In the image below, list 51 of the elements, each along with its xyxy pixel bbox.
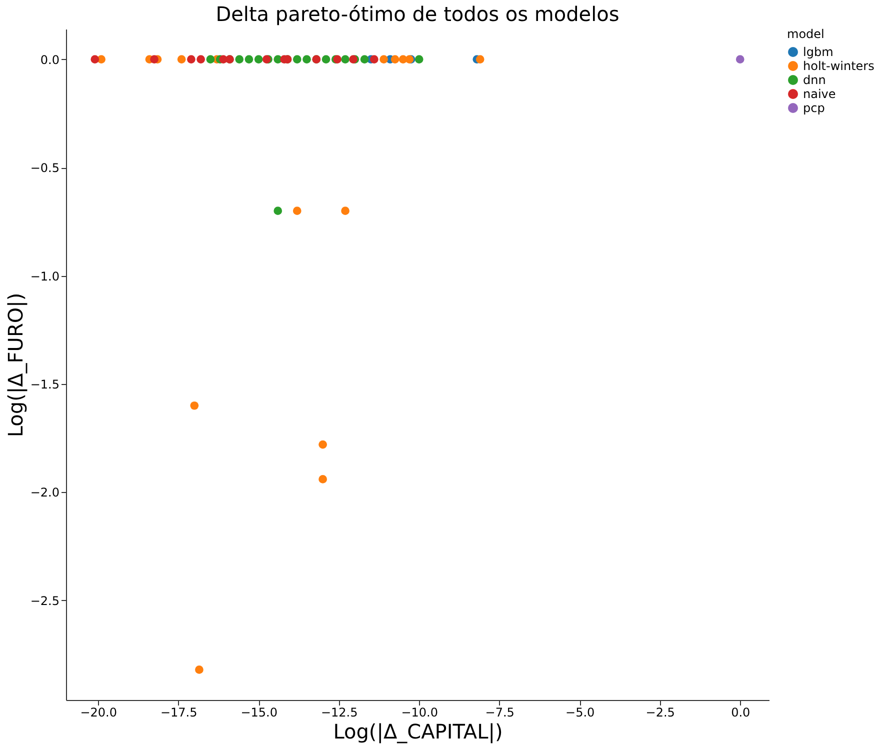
y-tick-label: −2.5 bbox=[30, 594, 60, 608]
point bbox=[274, 206, 282, 215]
legend-label: naive bbox=[803, 87, 836, 101]
legend-title: model bbox=[787, 27, 824, 41]
point bbox=[476, 55, 484, 64]
x-tick-label: −10.0 bbox=[401, 706, 438, 720]
chart-title: Delta pareto-ótimo de todos os modelos bbox=[216, 2, 620, 26]
point bbox=[341, 55, 350, 64]
point bbox=[360, 55, 369, 64]
x-axis-title: Log(|Δ_CAPITAL|) bbox=[333, 720, 503, 744]
point bbox=[244, 55, 254, 64]
x-tick-label: −7.5 bbox=[485, 706, 514, 720]
point bbox=[150, 55, 158, 64]
x-tick-label: −15.0 bbox=[240, 706, 278, 720]
point bbox=[390, 55, 400, 64]
point bbox=[206, 55, 215, 64]
point bbox=[318, 475, 327, 484]
point bbox=[235, 55, 244, 64]
legend-label: dnn bbox=[803, 73, 826, 87]
legend-label: holt-winters bbox=[803, 59, 874, 73]
point bbox=[292, 55, 302, 64]
point bbox=[196, 55, 206, 64]
x-tick-label: −17.5 bbox=[160, 706, 198, 720]
point bbox=[187, 55, 196, 64]
x-tick-label: −12.5 bbox=[320, 706, 358, 720]
x-tick-label: −2.5 bbox=[646, 706, 675, 720]
y-tick-label: −1.0 bbox=[30, 269, 60, 284]
point bbox=[322, 55, 330, 64]
x-tick-label: −20.0 bbox=[80, 706, 117, 720]
x-tick-label: −5.0 bbox=[566, 706, 595, 720]
point bbox=[318, 440, 327, 449]
point bbox=[380, 55, 388, 64]
y-axis-title: Log(|Δ_FURO|) bbox=[3, 292, 28, 438]
point bbox=[190, 401, 199, 410]
point bbox=[195, 666, 204, 674]
point bbox=[341, 206, 350, 215]
point bbox=[370, 55, 378, 64]
y-tick-label: −1.5 bbox=[30, 377, 60, 392]
point bbox=[414, 55, 424, 64]
point bbox=[302, 55, 311, 64]
point bbox=[292, 206, 302, 215]
y-tick-label: −2.0 bbox=[30, 486, 60, 500]
point bbox=[736, 55, 744, 64]
y-tick-label: −0.5 bbox=[30, 161, 60, 176]
legend-label: pcp bbox=[803, 101, 825, 115]
x-tick-label: 0.0 bbox=[731, 706, 750, 720]
legend-label: lgbm bbox=[803, 45, 834, 59]
point bbox=[90, 55, 100, 64]
point bbox=[254, 55, 263, 64]
point bbox=[177, 55, 186, 64]
y-tick-label: 0.0 bbox=[40, 52, 60, 67]
